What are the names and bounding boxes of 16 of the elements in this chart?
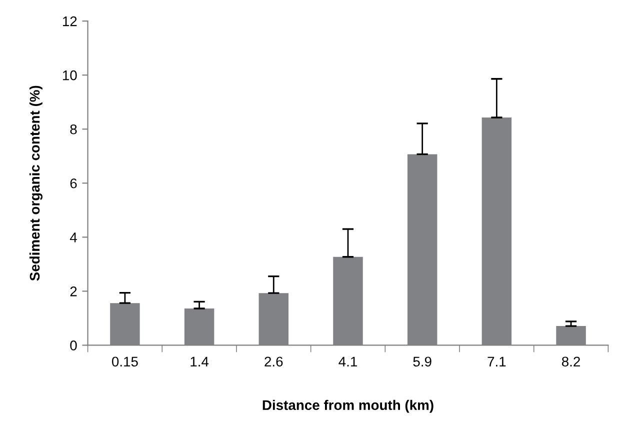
y-axis-title: Sediment organic content (%) (29, 86, 42, 281)
x-tick-label: 0.15 (112, 356, 138, 367)
y-tick-label: 6 (70, 178, 77, 188)
y-tick-label: 8 (70, 124, 77, 134)
y-tick-label: 10 (62, 70, 77, 80)
x-tick-label: 8.2 (562, 356, 580, 367)
x-axis-title: Distance from mouth (km) (262, 400, 434, 413)
y-tick-label: 2 (70, 286, 77, 296)
x-tick-label: 5.9 (413, 356, 432, 367)
y-tick-label: 4 (70, 232, 77, 242)
y-tick-label: 0 (70, 340, 77, 350)
y-tick-label: 12 (62, 16, 77, 26)
x-tick-label: 2.6 (264, 356, 283, 367)
x-tick-label: 7.1 (488, 356, 506, 366)
x-tick-label: 1.4 (190, 356, 209, 366)
x-tick-label: 4.1 (338, 356, 357, 366)
